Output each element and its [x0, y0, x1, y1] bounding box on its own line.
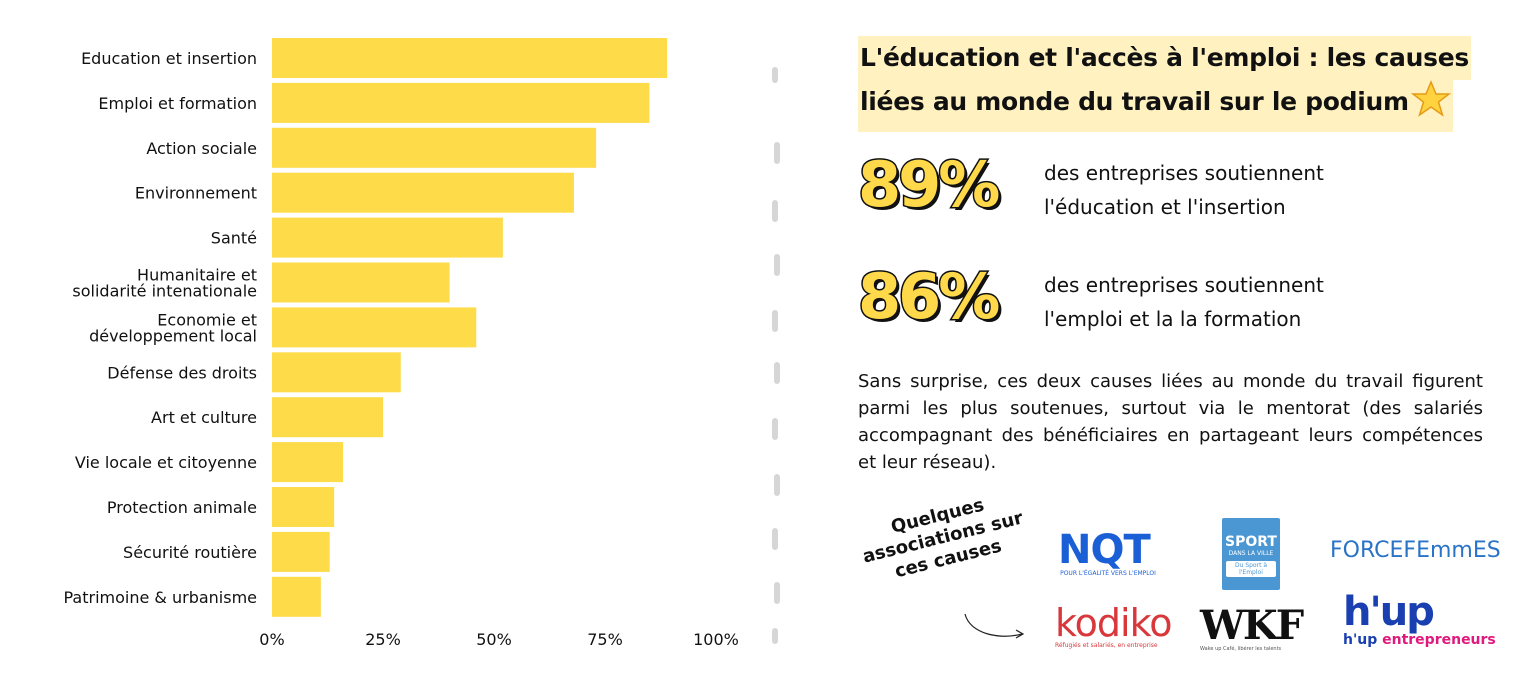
bar-12: [272, 531, 330, 572]
logo-nqt[interactable]: NQT POUR L'ÉGALITÉ VERS L'EMPLOI: [1058, 530, 1158, 577]
logo-nqt-name: NQT: [1058, 527, 1151, 573]
associations-label: Quelques associations sur ces causes: [860, 494, 1026, 583]
stat-text-1-line-1: des entreprises soutiennent: [1044, 161, 1324, 185]
category-label-10: Vie locale et citoyenne: [75, 453, 257, 472]
logo-kodiko-name: kodiko: [1055, 601, 1172, 645]
category-label-1: Education et insertion: [81, 49, 257, 68]
logo-hup-name: h'up: [1343, 589, 1435, 635]
divider-dash: [772, 628, 778, 644]
divider-dash: [774, 582, 780, 604]
logo-hup[interactable]: h'up h'up entrepreneurs: [1343, 592, 1496, 648]
logo-wkf[interactable]: WKF Wake up Café, libérer les talents: [1200, 602, 1304, 653]
logo-kodiko[interactable]: kodiko Réfugiés et salariés, en entrepri…: [1055, 601, 1172, 649]
logo-wkf-tagline: Wake up Café, libérer les talents: [1200, 646, 1282, 652]
divider-dash: [774, 142, 780, 164]
x-tick-label-5: 100%: [693, 630, 739, 649]
stat-text-2: des entreprises soutiennent l'emploi et …: [1044, 268, 1404, 336]
divider-dash: [774, 474, 780, 496]
logo-hup-tagline-a: h'up: [1343, 632, 1378, 648]
category-label-11: Protection animale: [107, 498, 257, 517]
category-label-13: Patrimoine & urbanisme: [63, 588, 257, 607]
category-label-12: Sécurité routière: [123, 543, 257, 562]
category-label-8: Défense des droits: [107, 363, 257, 382]
x-tick-label-1: 0%: [259, 630, 284, 649]
divider-dash: [774, 362, 780, 384]
x-tick-label-4: 75%: [587, 630, 623, 649]
logo-hup-tagline-b: entrepreneurs: [1377, 632, 1496, 648]
divider-dash: [772, 310, 778, 332]
category-label-5: Santé: [211, 229, 257, 248]
stat-text-1-line-2: l'éducation et l'insertion: [1044, 195, 1286, 219]
logo-kodiko-tagline: Réfugiés et salariés, en entreprise: [1055, 642, 1158, 649]
category-label-4: Environnement: [135, 184, 257, 203]
logo-nqt-tagline: POUR L'ÉGALITÉ VERS L'EMPLOI: [1060, 570, 1156, 577]
headline-line-2: liées au monde du travail sur le podium: [858, 80, 1453, 132]
bar-3: [272, 127, 597, 168]
category-label-7: Economie et développement local: [89, 310, 257, 345]
divider-dash: [772, 67, 778, 83]
stat-text-2-line-1: des entreprises soutiennent: [1044, 273, 1324, 297]
logo-hup-tagline: h'up entrepreneurs: [1343, 632, 1496, 648]
bar-8: [272, 352, 401, 393]
logo-sport-tagline: DANS LA VILLE: [1228, 550, 1274, 557]
stat-text-1: des entreprises soutiennent l'éducation …: [1044, 156, 1404, 224]
body-paragraph: Sans surprise, ces deux causes liées au …: [858, 371, 1483, 473]
bar-11: [272, 487, 335, 527]
divider-dash: [774, 254, 780, 276]
x-tick-label-2: 25%: [365, 630, 401, 649]
logo-sport-dans-la-ville[interactable]: SPORT DANS LA VILLE Du Sport à l'Emploi: [1222, 518, 1280, 590]
x-tick-label-3: 50%: [476, 630, 512, 649]
divider-dash: [772, 528, 778, 550]
stat-block-1: 89% des entreprises soutiennent l'éducat…: [856, 148, 1418, 230]
logo-sport-name: SPORT: [1225, 534, 1277, 550]
category-label-2: Emploi et formation: [98, 94, 257, 113]
category-label-3: Action sociale: [146, 139, 257, 158]
bar-6: [272, 262, 450, 303]
divider-dash: [772, 200, 778, 222]
logo-wkf-name: WKF: [1200, 602, 1304, 649]
divider-dash: [772, 418, 778, 440]
stat-text-2-line-2: l'emploi et la la formation: [1044, 307, 1302, 331]
stat-value-2: 86%: [856, 260, 1001, 333]
bar-2: [272, 82, 650, 123]
bar-chart: Education et insertion Emploi et formatio…: [63, 38, 739, 649]
stat-value-1: 89%: [856, 148, 1001, 221]
logo-sport-sub: Du Sport à l'Emploi: [1226, 561, 1276, 577]
headline-line-1: L'éducation et l'accès à l'emploi : les …: [858, 36, 1471, 80]
bar-1: [272, 38, 668, 78]
curved-arrow-icon: [964, 613, 1025, 639]
star-icon: [1410, 80, 1451, 132]
bar-9: [272, 397, 383, 438]
bar-4: [272, 172, 574, 213]
bar-5: [272, 217, 503, 258]
bar-13: [272, 576, 321, 617]
headline: L'éducation et l'accès à l'emploi : les …: [858, 36, 1488, 132]
stat-block-2: 86% des entreprises soutiennent l'emploi…: [856, 260, 1418, 342]
headline-line-2-text: liées au monde du travail sur le podium: [860, 87, 1409, 116]
logo-forcefemmes[interactable]: FORCEFEmmES: [1330, 538, 1501, 563]
bar-10: [272, 442, 344, 483]
bar-7: [272, 307, 477, 348]
category-label-6: Humanitaire et solidarité intenationale: [72, 266, 257, 301]
category-label-9: Art et culture: [151, 408, 257, 427]
